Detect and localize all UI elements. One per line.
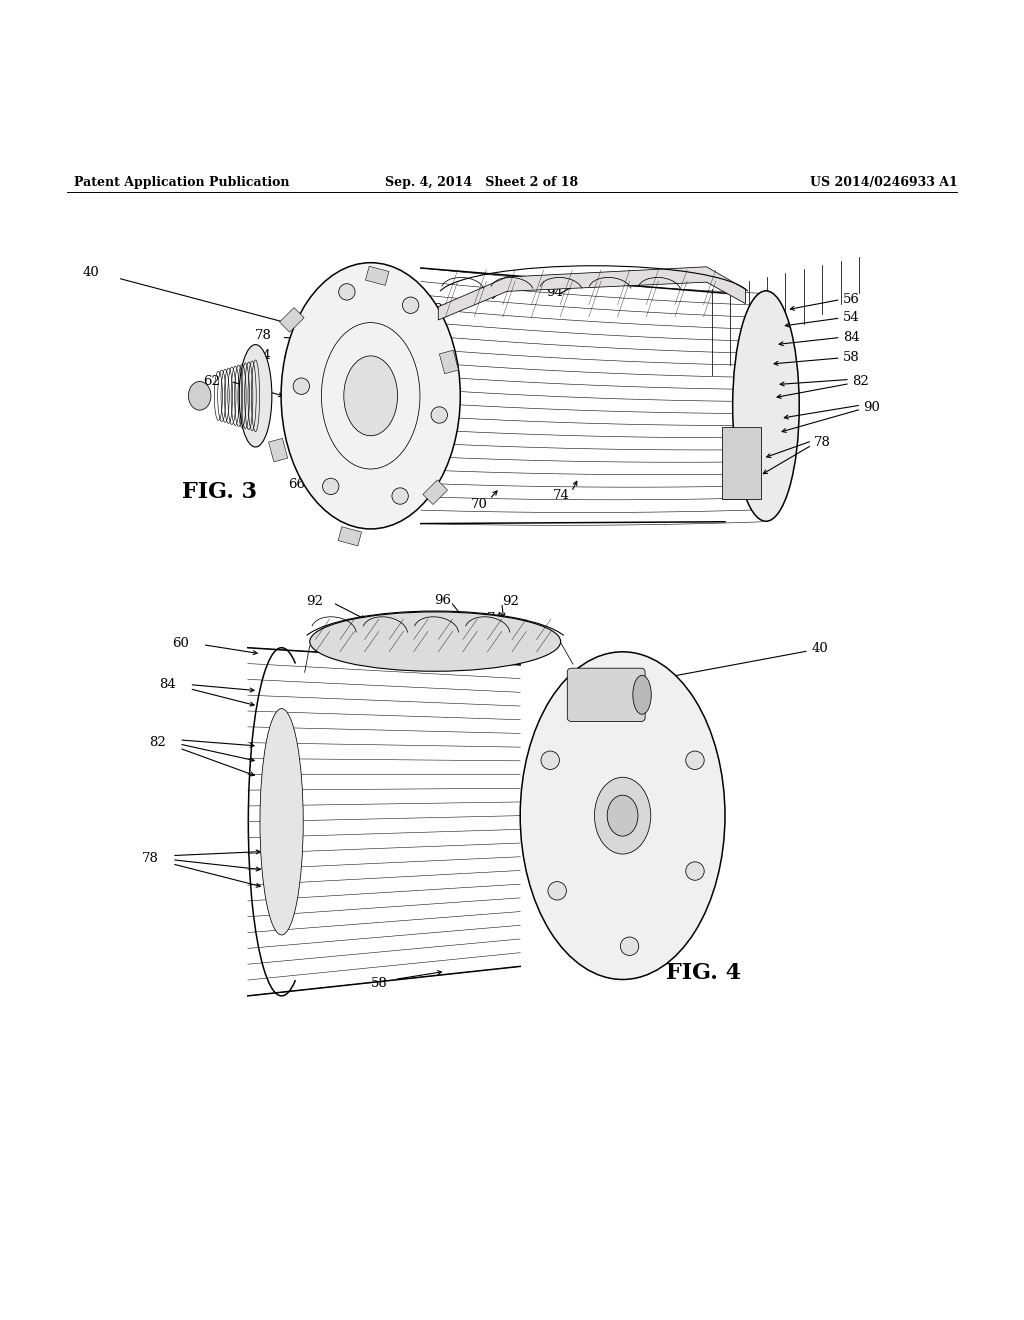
Text: US 2014/0246933 A1: US 2014/0246933 A1 bbox=[810, 177, 957, 189]
Bar bbox=[338, 527, 361, 546]
Text: 54: 54 bbox=[843, 312, 859, 325]
Text: 96: 96 bbox=[434, 594, 451, 607]
Text: 40: 40 bbox=[83, 267, 99, 280]
Circle shape bbox=[621, 937, 639, 956]
Text: 82: 82 bbox=[852, 375, 868, 388]
Bar bbox=[423, 480, 447, 504]
Text: 60: 60 bbox=[348, 498, 365, 511]
Text: 78: 78 bbox=[142, 853, 159, 865]
Text: 58: 58 bbox=[371, 977, 387, 990]
Text: 70: 70 bbox=[526, 624, 543, 638]
Text: Sep. 4, 2014   Sheet 2 of 18: Sep. 4, 2014 Sheet 2 of 18 bbox=[385, 177, 578, 189]
Text: FIG. 4: FIG. 4 bbox=[666, 962, 740, 985]
Ellipse shape bbox=[594, 777, 651, 854]
Circle shape bbox=[402, 297, 419, 313]
Polygon shape bbox=[438, 267, 745, 319]
Text: 66: 66 bbox=[288, 478, 305, 491]
Text: FIG. 3: FIG. 3 bbox=[182, 482, 257, 503]
Circle shape bbox=[541, 751, 559, 770]
Ellipse shape bbox=[344, 356, 397, 436]
Text: 56: 56 bbox=[633, 693, 649, 706]
Text: 92: 92 bbox=[306, 595, 323, 609]
Bar bbox=[268, 438, 288, 462]
Text: 92: 92 bbox=[427, 304, 443, 317]
Circle shape bbox=[339, 284, 355, 300]
Text: Patent Application Publication: Patent Application Publication bbox=[74, 177, 289, 189]
Text: 40: 40 bbox=[812, 643, 828, 655]
Text: 92: 92 bbox=[502, 595, 518, 609]
Ellipse shape bbox=[281, 263, 461, 529]
Text: 94: 94 bbox=[255, 350, 271, 363]
Text: 60: 60 bbox=[173, 638, 189, 651]
Bar bbox=[439, 350, 459, 374]
Ellipse shape bbox=[260, 709, 303, 935]
Text: 56: 56 bbox=[843, 293, 859, 306]
Ellipse shape bbox=[520, 652, 725, 979]
Text: 62: 62 bbox=[204, 375, 220, 388]
Bar bbox=[366, 267, 389, 285]
Circle shape bbox=[621, 676, 639, 694]
Text: 54: 54 bbox=[628, 766, 644, 779]
Text: 90: 90 bbox=[863, 400, 880, 413]
Circle shape bbox=[293, 378, 309, 395]
Ellipse shape bbox=[188, 381, 211, 411]
Bar bbox=[722, 426, 761, 499]
Circle shape bbox=[548, 882, 566, 900]
Text: 70: 70 bbox=[471, 498, 487, 511]
Circle shape bbox=[323, 478, 339, 495]
Text: 82: 82 bbox=[150, 737, 166, 750]
Bar bbox=[280, 308, 304, 333]
Text: 74: 74 bbox=[553, 488, 569, 502]
Text: 96: 96 bbox=[374, 322, 391, 335]
Text: 84: 84 bbox=[160, 678, 176, 692]
Text: 84: 84 bbox=[843, 331, 859, 345]
Ellipse shape bbox=[633, 676, 651, 714]
Circle shape bbox=[686, 751, 705, 770]
Circle shape bbox=[686, 862, 705, 880]
Text: 74: 74 bbox=[486, 611, 503, 624]
Circle shape bbox=[431, 407, 447, 424]
Text: 58: 58 bbox=[843, 351, 859, 364]
Text: 94: 94 bbox=[547, 286, 563, 298]
FancyBboxPatch shape bbox=[567, 668, 645, 722]
Ellipse shape bbox=[607, 795, 638, 836]
Text: 78: 78 bbox=[814, 437, 830, 449]
Circle shape bbox=[392, 488, 409, 504]
Text: 78: 78 bbox=[255, 329, 271, 342]
Ellipse shape bbox=[309, 612, 561, 672]
Ellipse shape bbox=[733, 290, 799, 521]
Ellipse shape bbox=[239, 345, 271, 447]
